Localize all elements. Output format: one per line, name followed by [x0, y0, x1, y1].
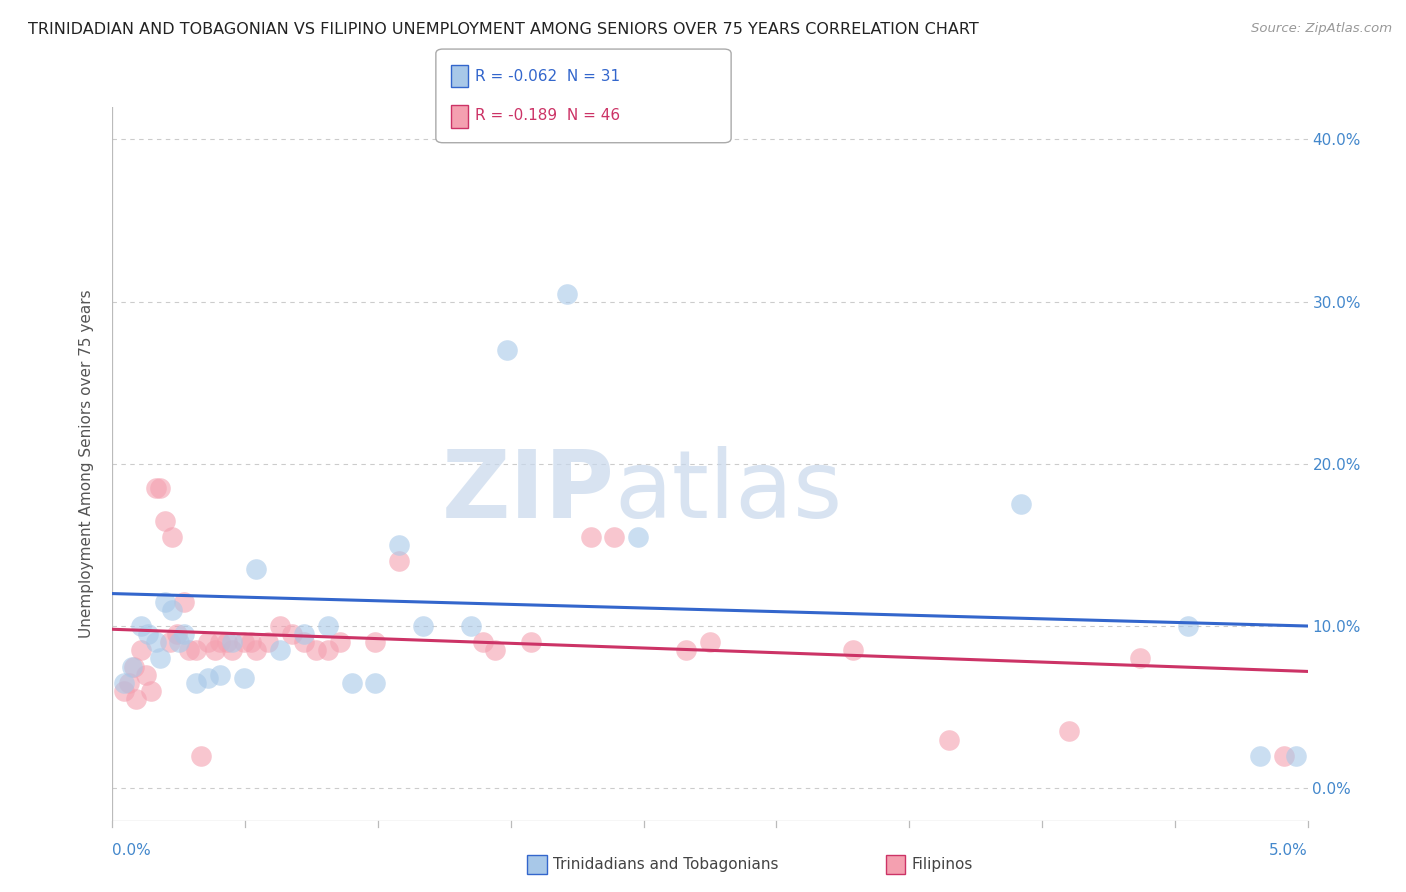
Point — [1285, 748, 1308, 763]
Point — [153, 595, 176, 609]
Point — [699, 635, 721, 649]
Point — [114, 684, 135, 698]
Text: Trinidadians and Tobagonians: Trinidadians and Tobagonians — [553, 857, 778, 871]
Point — [159, 635, 181, 649]
Point — [232, 671, 256, 685]
Point — [173, 595, 195, 609]
Point — [472, 635, 495, 649]
Point — [135, 667, 157, 681]
Point — [269, 619, 291, 633]
Point — [139, 684, 162, 698]
Text: 0.0%: 0.0% — [112, 843, 152, 858]
Point — [579, 530, 602, 544]
Point — [129, 619, 152, 633]
Point — [114, 675, 135, 690]
Point — [388, 554, 411, 568]
Point — [938, 732, 960, 747]
Point — [1272, 748, 1295, 763]
Point — [208, 635, 231, 649]
Point — [328, 635, 352, 649]
Point — [292, 627, 315, 641]
Point — [496, 343, 519, 358]
Point — [125, 692, 148, 706]
Point — [460, 619, 482, 633]
Point — [177, 643, 200, 657]
Point — [245, 562, 267, 576]
Point — [1129, 651, 1152, 665]
Point — [257, 635, 280, 649]
Point — [217, 635, 239, 649]
Point — [1057, 724, 1080, 739]
Point — [197, 671, 219, 685]
Point — [190, 748, 212, 763]
Text: R = -0.062  N = 31: R = -0.062 N = 31 — [475, 70, 620, 84]
Point — [186, 675, 208, 690]
Point — [364, 675, 387, 690]
Point — [1010, 497, 1032, 511]
Point — [221, 635, 243, 649]
Point — [520, 635, 543, 649]
Text: atlas: atlas — [614, 446, 842, 539]
Point — [1249, 748, 1271, 763]
Point — [169, 635, 191, 649]
Point — [166, 627, 188, 641]
Point — [221, 643, 243, 657]
Point — [675, 643, 697, 657]
Point — [162, 603, 183, 617]
Text: TRINIDADIAN AND TOBAGONIAN VS FILIPINO UNEMPLOYMENT AMONG SENIORS OVER 75 YEARS : TRINIDADIAN AND TOBAGONIAN VS FILIPINO U… — [28, 22, 979, 37]
Point — [603, 530, 626, 544]
Point — [186, 643, 208, 657]
Text: 5.0%: 5.0% — [1268, 843, 1308, 858]
Text: Filipinos: Filipinos — [911, 857, 973, 871]
Point — [842, 643, 865, 657]
Point — [281, 627, 304, 641]
Point — [153, 514, 176, 528]
Point — [1177, 619, 1199, 633]
Point — [292, 635, 315, 649]
Text: R = -0.189  N = 46: R = -0.189 N = 46 — [475, 109, 620, 123]
Point — [627, 530, 650, 544]
Point — [240, 635, 263, 649]
Point — [149, 651, 172, 665]
Point — [138, 627, 160, 641]
Point — [340, 675, 363, 690]
Point — [412, 619, 434, 633]
Point — [555, 286, 578, 301]
Point — [145, 635, 167, 649]
Point — [232, 635, 256, 649]
Point — [145, 481, 167, 495]
Point — [173, 627, 195, 641]
Text: Source: ZipAtlas.com: Source: ZipAtlas.com — [1251, 22, 1392, 36]
Point — [129, 643, 152, 657]
Point — [484, 643, 506, 657]
Point — [162, 530, 183, 544]
Point — [245, 643, 267, 657]
Point — [208, 667, 231, 681]
Point — [121, 659, 143, 673]
Point — [316, 619, 339, 633]
Point — [304, 643, 326, 657]
Point — [204, 643, 226, 657]
Point — [269, 643, 291, 657]
Point — [118, 675, 141, 690]
Point — [197, 635, 219, 649]
Text: ZIP: ZIP — [441, 446, 614, 539]
Point — [149, 481, 172, 495]
Point — [316, 643, 339, 657]
Y-axis label: Unemployment Among Seniors over 75 years: Unemployment Among Seniors over 75 years — [79, 290, 94, 638]
Point — [122, 659, 145, 673]
Point — [388, 538, 411, 552]
Point — [364, 635, 387, 649]
